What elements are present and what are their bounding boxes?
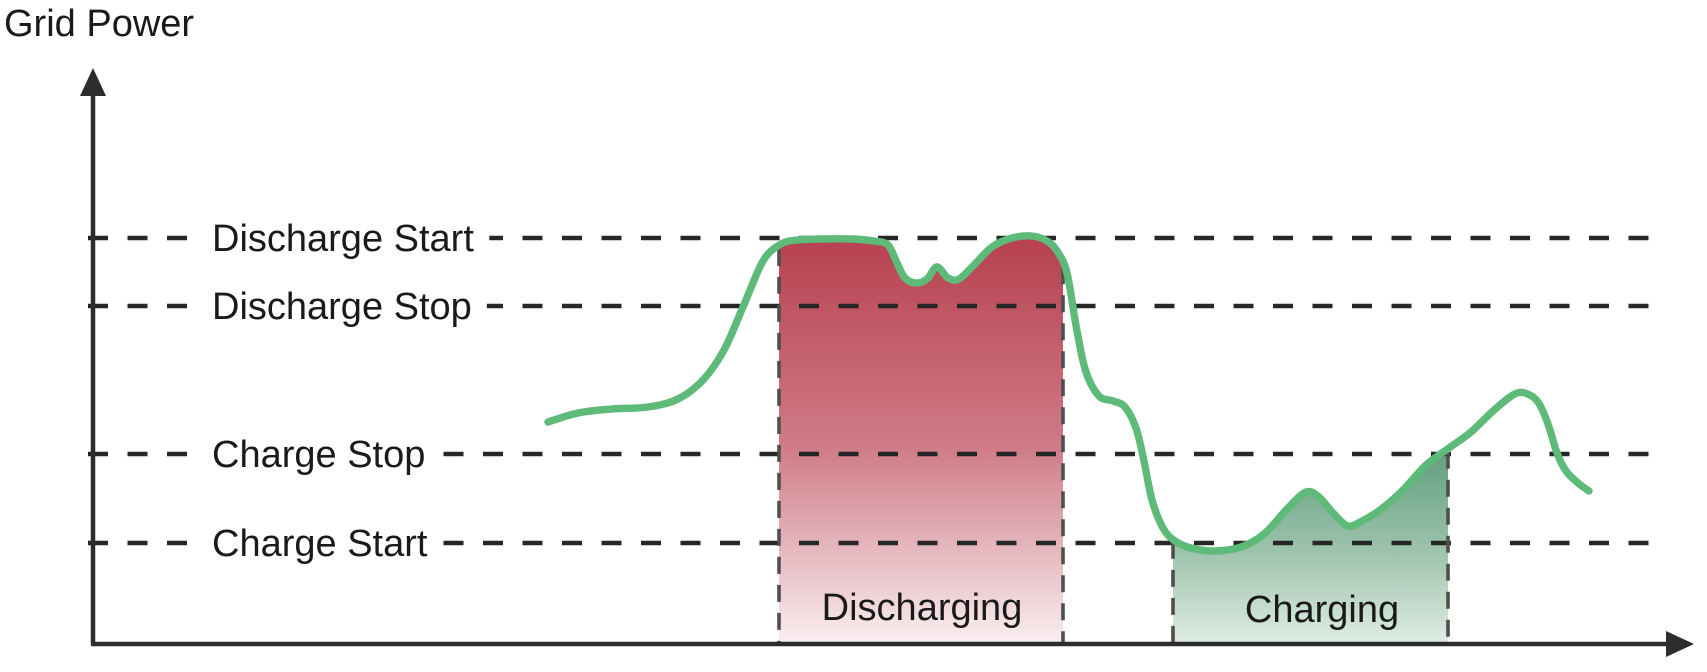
labels-layer: Discharge Start Discharge Stop Charge Stop… [197, 218, 1399, 631]
y-axis-title: Grid Power [4, 3, 194, 45]
threshold-label-mask-charge_start [197, 523, 443, 563]
threshold-label-mask-discharge_start [197, 218, 490, 258]
threshold-label-group-discharge_start: Discharge Start [197, 218, 490, 260]
axes-layer [80, 68, 1694, 657]
discharging-label: Discharging [822, 587, 1023, 629]
threshold-label-charge_stop: Charge Stop [212, 434, 425, 476]
threshold-label-discharge_stop: Discharge Stop [212, 286, 472, 328]
threshold-label-group-charge_stop: Charge Stop [197, 434, 441, 476]
charging-label: Charging [1245, 589, 1399, 631]
x-axis-arrowhead [1666, 631, 1694, 657]
grid-power-curve [544, 232, 1593, 555]
y-axis-arrowhead [80, 68, 106, 96]
region-boundaries-layer [777, 248, 1450, 644]
threshold-label-discharge_start: Discharge Start [212, 218, 474, 260]
charging-area-fill [1173, 448, 1448, 643]
threshold-label-group-charge_start: Charge Start [197, 523, 443, 565]
threshold-label-group-discharge_stop: Discharge Stop [197, 286, 487, 328]
threshold-label-charge_start: Charge Start [212, 523, 428, 565]
threshold-label-mask-charge_stop [197, 434, 441, 474]
threshold-label-mask-discharge_stop [197, 286, 487, 326]
power-curve-layer [544, 232, 1593, 555]
